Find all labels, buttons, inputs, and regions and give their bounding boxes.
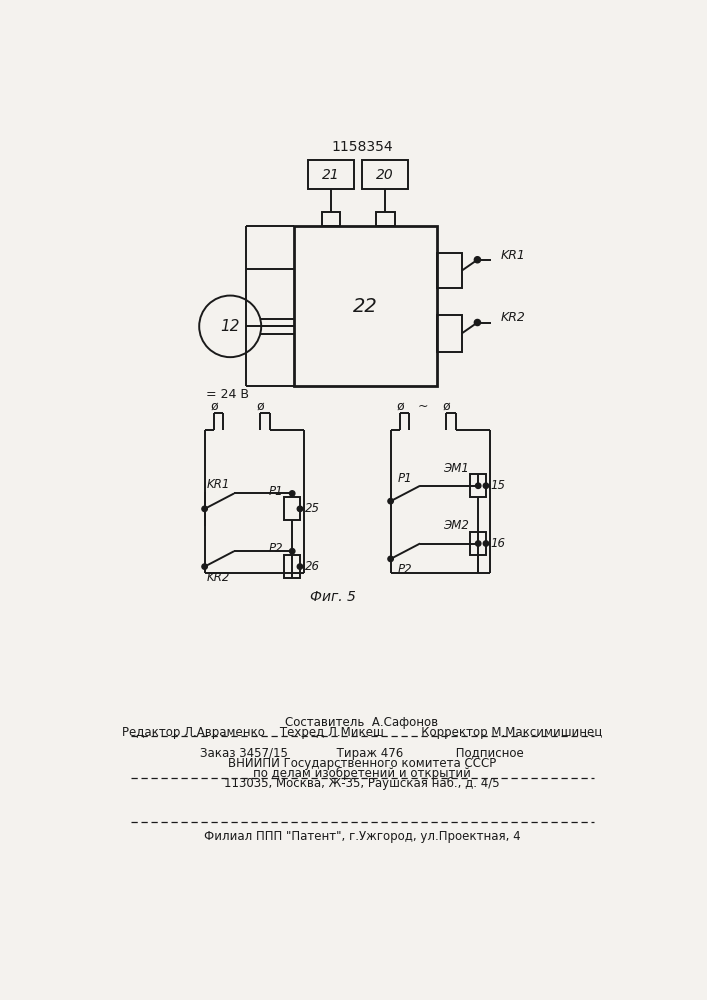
Text: KR2: KR2 [501,311,525,324]
Text: 22: 22 [353,297,378,316]
Text: KR1: KR1 [501,249,525,262]
Text: Составитель  А.Сафонов: Составитель А.Сафонов [286,716,438,729]
Text: P2: P2 [397,563,412,576]
Circle shape [474,257,481,263]
Text: ВНИИПИ Государственного комитета СССР: ВНИИПИ Государственного комитета СССР [228,757,496,770]
Text: 21: 21 [322,168,340,182]
Text: ø: ø [210,400,218,413]
Text: ЭМ2: ЭМ2 [443,519,469,532]
Text: 15: 15 [491,479,506,492]
Text: P1: P1 [397,472,412,485]
Circle shape [289,491,295,496]
Text: KR2: KR2 [207,571,230,584]
Text: 20: 20 [376,168,394,182]
Bar [284,555,300,578]
Circle shape [289,549,295,554]
Bar [362,160,409,189]
Text: ø: ø [396,400,404,413]
Text: 1158354: 1158354 [331,140,393,154]
Text: ø: ø [443,400,450,413]
Bar [322,212,340,226]
Circle shape [474,319,481,326]
Circle shape [484,541,489,546]
Text: 26: 26 [305,560,320,573]
Bar [470,532,486,555]
Text: 25: 25 [305,502,320,515]
Circle shape [476,541,481,546]
Circle shape [476,483,481,488]
Bar [437,253,462,288]
Bar [470,474,486,497]
Bar [284,497,300,520]
Bar [437,315,462,352]
Text: P2: P2 [268,542,283,555]
Text: KR1: KR1 [207,478,230,491]
Text: 12: 12 [221,319,240,334]
Circle shape [484,483,489,488]
Text: P1: P1 [268,485,283,498]
Circle shape [388,556,393,562]
Text: 16: 16 [491,537,506,550]
Text: Заказ 3457/15             Тираж 476              Подписное: Заказ 3457/15 Тираж 476 Подписное [200,747,524,760]
Bar [376,212,395,226]
Text: ЭМ1: ЭМ1 [443,462,469,475]
Text: = 24 B: = 24 B [206,388,250,401]
Text: Филиал ППП "Патент", г.Ужгород, ул.Проектная, 4: Филиал ППП "Патент", г.Ужгород, ул.Проек… [204,830,520,843]
Text: ø: ø [257,400,264,413]
Circle shape [202,506,207,512]
Text: Фиг. 5: Фиг. 5 [310,590,356,604]
Circle shape [297,506,303,512]
Text: Редактор Л.Авраменко    Техред Л.Микеш          Корректор М.Максимишинец: Редактор Л.Авраменко Техред Л.Микеш Корр… [122,726,602,739]
Circle shape [388,498,393,504]
Text: по делам изобретений и открытий: по делам изобретений и открытий [253,767,471,780]
Circle shape [202,564,207,569]
Circle shape [297,564,303,569]
Text: 113035, Москва, Ж-35, Раушская наб., д. 4/5: 113035, Москва, Ж-35, Раушская наб., д. … [224,777,500,790]
Text: ~: ~ [418,400,428,413]
Bar [293,226,437,386]
Bar [308,160,354,189]
